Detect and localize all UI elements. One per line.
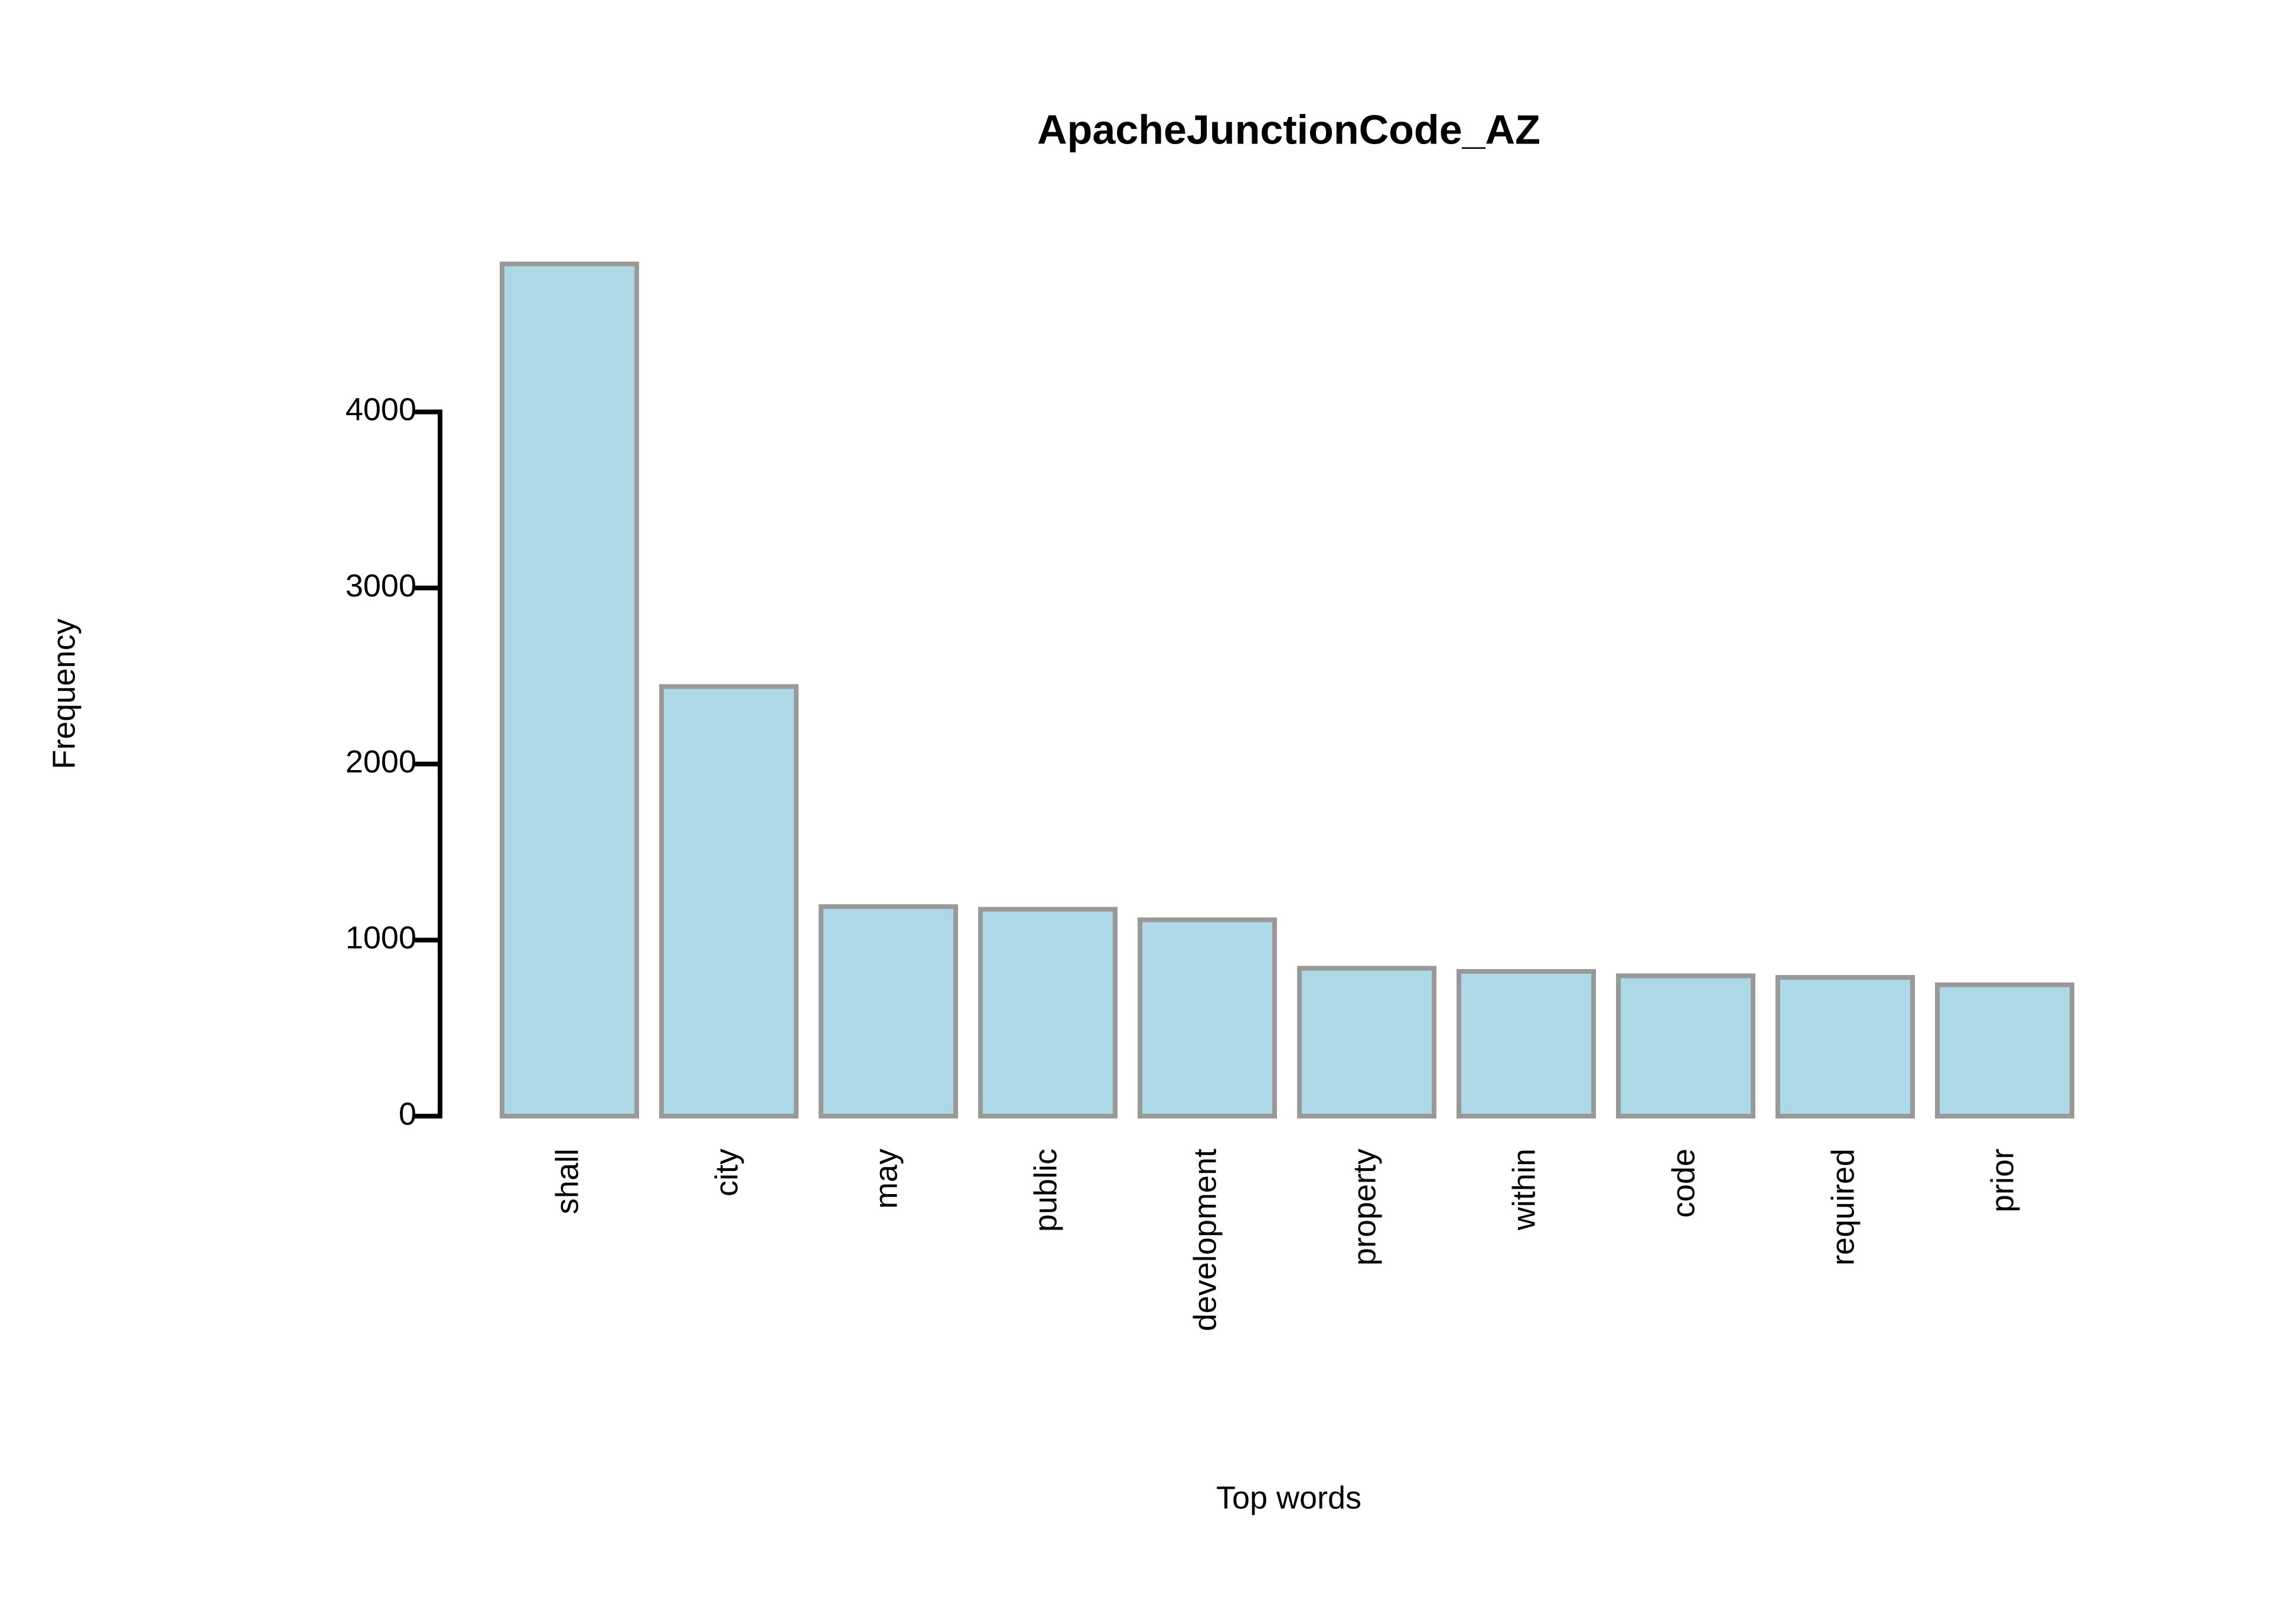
x-tick-label: public: [1028, 1149, 1063, 1232]
bar: [1616, 973, 1755, 1119]
x-axis-label: Top words: [1216, 1480, 1361, 1515]
bar: [1935, 982, 2074, 1118]
bar: [1775, 975, 1915, 1119]
x-tick-label: property: [1347, 1149, 1382, 1266]
y-axis-label: Frequency: [46, 618, 82, 769]
x-tick-label: within: [1506, 1149, 1542, 1231]
bar: [500, 262, 639, 1118]
bar: [1457, 968, 1596, 1118]
bar: [1297, 966, 1436, 1119]
bar: [1138, 917, 1277, 1119]
x-tick-label: required: [1825, 1149, 1861, 1266]
x-tick-label: prior: [1985, 1149, 2020, 1212]
x-tick-label: shall: [549, 1149, 585, 1214]
y-tick-label: 3000: [346, 568, 416, 604]
x-tick-label: code: [1666, 1149, 1701, 1218]
bar: [978, 906, 1118, 1119]
y-tick-label: 1000: [346, 920, 416, 956]
chart-title: ApacheJunctionCode_AZ: [1037, 106, 1540, 152]
x-tick-label: city: [709, 1149, 744, 1196]
x-tick-label: development: [1187, 1149, 1223, 1331]
x-tick-label: may: [868, 1149, 904, 1209]
bar: [659, 684, 799, 1119]
y-tick-label: 2000: [346, 744, 416, 780]
y-tick-label: 0: [399, 1096, 416, 1131]
y-tick-label: 4000: [346, 392, 416, 428]
bar: [819, 904, 958, 1118]
